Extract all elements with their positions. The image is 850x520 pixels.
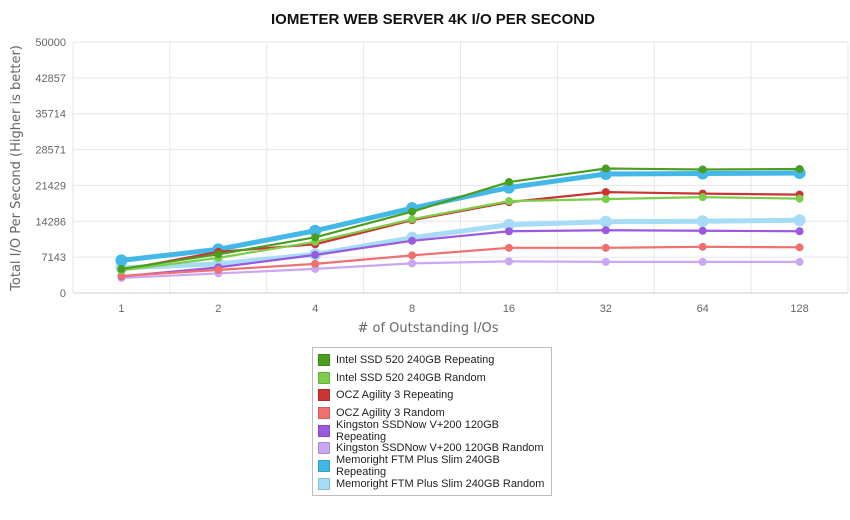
data-point: [504, 227, 513, 236]
y-tick-label: 35714: [35, 109, 66, 121]
data-point: [795, 227, 804, 236]
data-point: [601, 226, 610, 235]
legend-label: Kingston SSDNow V+200 120GB Random: [336, 442, 544, 455]
data-point: [795, 243, 804, 252]
y-tick-label: 14286: [35, 216, 66, 228]
series-line: [121, 217, 800, 271]
x-tick-label: 8: [409, 303, 415, 315]
data-point: [601, 195, 610, 204]
data-point: [795, 165, 804, 174]
data-point: [408, 251, 417, 260]
y-tick-label: 0: [60, 288, 66, 300]
x-tick-label: 16: [503, 303, 515, 315]
data-point: [601, 164, 610, 173]
data-point: [696, 215, 709, 228]
series-line: [121, 229, 800, 278]
y-axis-label: Total I/O Per Second (Higher is better): [9, 45, 24, 292]
legend-swatch: [318, 353, 330, 366]
y-tick-label: 28571: [35, 145, 66, 157]
data-point: [504, 243, 513, 252]
series-line: [121, 167, 800, 270]
x-tick-label: 2: [215, 303, 221, 315]
data-point: [793, 214, 806, 227]
chart-title: IOMETER WEB SERVER 4K I/O PER SECOND: [271, 11, 595, 28]
x-tick-label: 128: [790, 303, 808, 315]
legend-label: OCZ Agility 3 Random: [336, 406, 445, 419]
data-point: [698, 165, 707, 174]
legend-label: OCZ Agility 3 Repeating: [336, 389, 454, 402]
data-point: [117, 264, 126, 273]
data-point: [698, 193, 707, 202]
legend-swatch: [318, 389, 330, 402]
series-line: [121, 260, 800, 280]
data-point: [311, 259, 320, 268]
series-line: [121, 245, 800, 278]
legend-label: Intel SSD 520 240GB Repeating: [336, 353, 495, 366]
legend-label: Intel SSD 520 240GB Random: [336, 371, 486, 384]
y-tick-label: 7143: [42, 252, 66, 264]
x-tick-label: 1: [118, 303, 124, 315]
series-line: [121, 196, 800, 272]
data-point: [795, 194, 804, 203]
data-point: [601, 257, 610, 266]
data-point: [504, 257, 513, 266]
legend-item: Kingston SSDNow V+200 120GB Repeating: [318, 418, 551, 443]
x-tick-label: 64: [697, 303, 709, 315]
legend-item: Memoright FTM Plus Slim 240GB Repeating: [318, 453, 551, 478]
legend-item: OCZ Agility 3 Random: [318, 404, 551, 422]
data-point: [311, 250, 320, 259]
data-point: [502, 218, 515, 231]
y-tick-label: 42857: [35, 73, 66, 85]
data-point: [601, 188, 610, 197]
data-point: [408, 259, 417, 268]
x-tick-label: 32: [600, 303, 612, 315]
legend-swatch: [318, 459, 330, 472]
chart-series: [115, 164, 806, 282]
x-axis-ticks: 1 2 4 8 16 32 64 128: [118, 303, 808, 315]
data-point: [309, 224, 322, 237]
x-tick-label: 4: [312, 303, 318, 315]
data-point: [599, 215, 612, 228]
legend-label: Memoright FTM Plus Slim 240GB Repeating: [336, 453, 500, 478]
data-point: [115, 254, 128, 267]
data-point: [117, 271, 126, 280]
legend-item: OCZ Agility 3 Repeating: [318, 386, 551, 404]
data-point: [408, 236, 417, 245]
data-point: [601, 243, 610, 252]
legend-swatch: [318, 371, 330, 384]
data-point: [214, 250, 223, 259]
legend-item: Kingston SSDNow V+200 120GB Random: [318, 439, 551, 457]
legend-label: Memoright FTM Plus Slim 240GB Random: [336, 477, 545, 490]
data-point: [504, 197, 513, 206]
legend-item: Memoright FTM Plus Slim 240GB Random: [318, 475, 551, 493]
legend-swatch: [318, 406, 330, 419]
data-point: [504, 178, 513, 187]
x-axis-label: # of Outstanding I/Os: [357, 321, 498, 336]
y-tick-label: 21429: [35, 180, 66, 192]
chart-grid: [72, 41, 849, 294]
series-0: [117, 164, 804, 273]
legend-swatch: [318, 442, 330, 455]
legend-item: Intel SSD 520 240GB Random: [318, 369, 551, 387]
data-point: [408, 215, 417, 224]
y-tick-label: 50000: [35, 37, 66, 49]
data-point: [214, 265, 223, 274]
data-point: [698, 257, 707, 266]
y-axis-ticks: 0 7143 14286 21429 28571 35714 42857 50000: [35, 37, 66, 300]
data-point: [698, 226, 707, 235]
data-point: [408, 207, 417, 216]
data-point: [795, 257, 804, 266]
legend-swatch: [318, 477, 330, 490]
legend-item: Intel SSD 520 240GB Repeating: [318, 351, 551, 369]
chart-legend: Intel SSD 520 240GB Repeating Intel SSD 5…: [312, 347, 552, 496]
series-3: [117, 242, 804, 280]
legend-label: Kingston SSDNow V+200 120GB Repeating: [336, 418, 499, 443]
legend-swatch: [318, 424, 330, 437]
data-point: [698, 242, 707, 251]
data-point: [311, 233, 320, 242]
